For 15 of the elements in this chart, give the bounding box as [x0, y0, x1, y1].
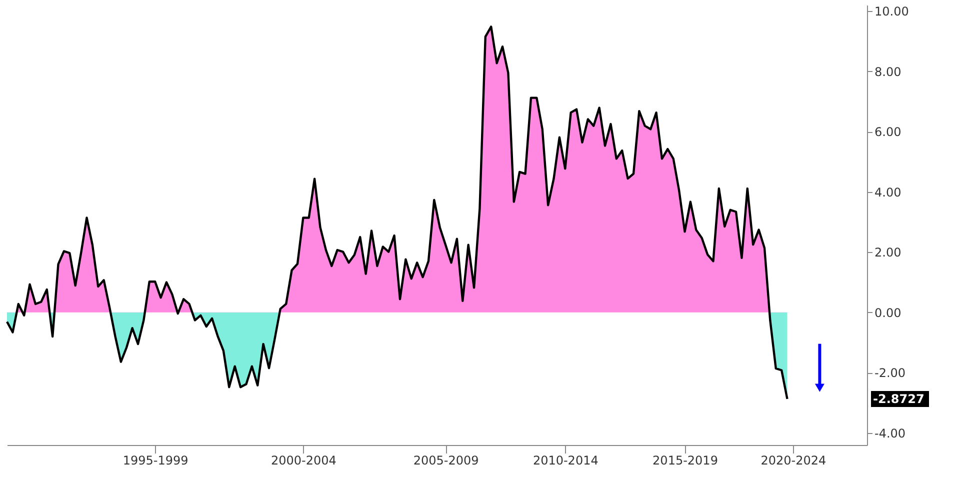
text: -2.8727 [873, 392, 924, 406]
x-tick-label: 2020-2024 [760, 454, 826, 468]
y-tick-label: 0.00 [874, 306, 902, 320]
y-tick-label: 8.00 [874, 64, 902, 79]
y-tick-label: 10.00 [874, 4, 909, 19]
y-tick-label: 6.00 [874, 125, 902, 140]
x-tick-label: 1995-1999 [122, 454, 188, 468]
y-tick-label: 4.00 [874, 185, 902, 200]
y-tick-label: -4.00 [874, 426, 906, 440]
x-tick-label: 2005-2009 [413, 454, 479, 468]
x-tick-label: 2000-2004 [270, 454, 336, 468]
y-tick-label: 2.00 [874, 246, 902, 260]
x-tick-label: 2015-2019 [652, 454, 718, 468]
y-tick-label: -2.00 [874, 366, 906, 380]
x-tick-label: 2010-2014 [532, 454, 598, 468]
